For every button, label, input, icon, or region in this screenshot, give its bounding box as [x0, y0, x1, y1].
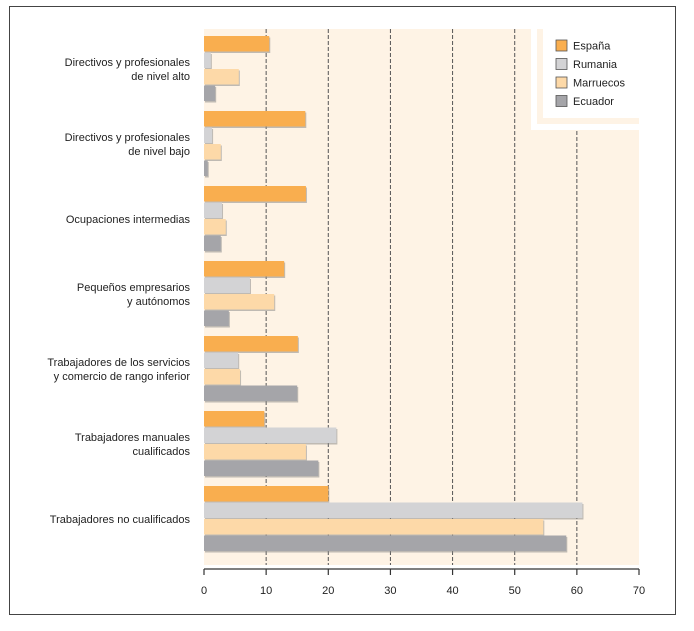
legend: España Rumania Marruecos Ecuador — [531, 29, 639, 130]
chart-frame — [9, 6, 676, 615]
bar — [204, 519, 544, 535]
category-labels: Directivos y profesionales de nivel alto D… — [47, 57, 190, 526]
category-label: Trabajadores de los servicios — [47, 357, 190, 369]
bar — [204, 385, 298, 401]
bar — [204, 261, 285, 277]
bar — [204, 235, 221, 251]
x-tick-label: 0 — [201, 585, 207, 597]
x-axis: 0 10 20 30 40 50 60 70 — [201, 568, 645, 597]
bar — [204, 186, 306, 202]
bar — [204, 36, 270, 52]
bar — [204, 160, 208, 176]
category-label: de nivel alto — [131, 71, 190, 83]
legend-label: Rumania — [573, 59, 618, 71]
bar — [204, 411, 265, 427]
bar — [204, 352, 239, 368]
bar — [204, 219, 226, 235]
category-label: Ocupaciones intermedias — [66, 214, 191, 226]
bar — [204, 460, 319, 476]
category-label: Directivos y profesionales — [65, 57, 191, 69]
bar — [204, 310, 229, 326]
bar — [204, 369, 241, 385]
bar — [204, 502, 583, 518]
x-tick-label: 70 — [633, 585, 645, 597]
legend-swatch — [555, 95, 568, 107]
bar — [204, 144, 221, 160]
bar — [204, 202, 223, 218]
bar — [204, 69, 239, 85]
legend-swatch — [555, 76, 568, 89]
bar — [204, 52, 211, 68]
bar — [204, 486, 329, 502]
category-label: Trabajadores manuales — [75, 432, 191, 444]
category-label: y autónomos — [127, 296, 190, 308]
x-tick-label: 50 — [509, 585, 521, 597]
x-tick-label: 30 — [384, 585, 396, 597]
bar — [204, 294, 275, 310]
bar — [204, 111, 306, 127]
category-label: Trabajadores no cualificados — [50, 514, 191, 526]
bar — [204, 535, 567, 551]
bar — [204, 336, 298, 352]
x-tick-label: 10 — [260, 585, 272, 597]
bar — [204, 127, 213, 143]
bar — [204, 85, 216, 101]
x-tick-label: 20 — [322, 585, 334, 597]
category-label: Pequeños empresarios — [77, 282, 191, 294]
legend-swatch — [555, 58, 568, 70]
bar — [204, 277, 250, 293]
legend-label: Ecuador — [573, 96, 614, 108]
legend-label: España — [573, 41, 611, 53]
category-label: y comercio de rango inferior — [54, 371, 191, 383]
bars — [204, 36, 584, 553]
x-tick-label: 40 — [446, 585, 458, 597]
legend-swatch — [555, 39, 568, 52]
legend-label: Marruecos — [573, 78, 625, 90]
category-label: de nivel bajo — [128, 146, 190, 158]
x-tick-label: 60 — [571, 585, 583, 597]
bar — [204, 444, 306, 460]
category-label: Directivos y profesionales — [65, 132, 191, 144]
category-label: cualificados — [133, 446, 191, 458]
bar — [204, 427, 337, 443]
